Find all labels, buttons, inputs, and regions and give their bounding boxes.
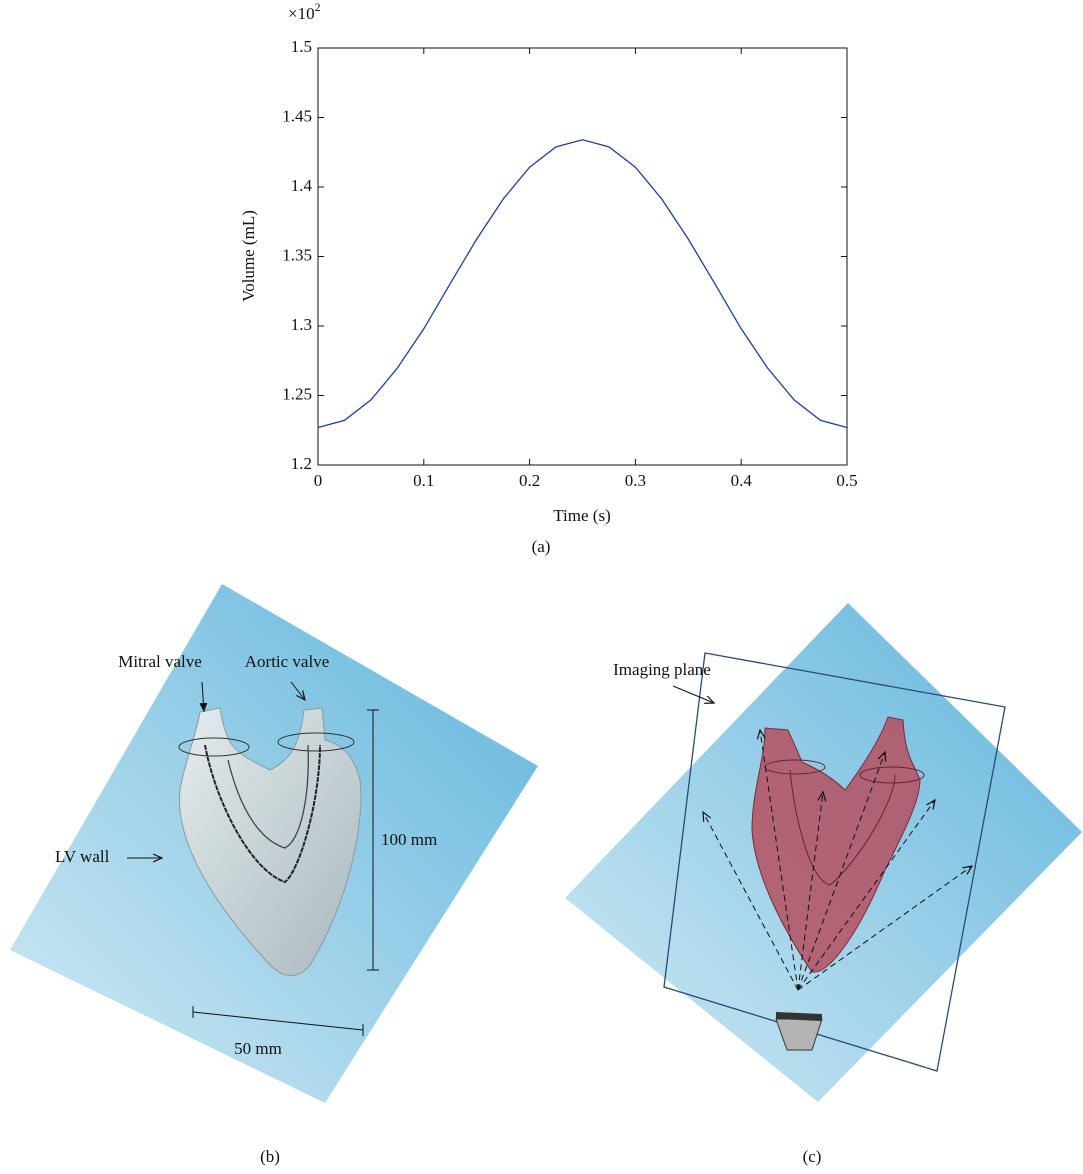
- multiplier-exponent: 2: [315, 0, 321, 14]
- beam: [797, 752, 885, 991]
- line: [317, 139, 848, 429]
- y-tick-label: 1.5: [291, 37, 312, 56]
- plot-frame: [317, 47, 848, 466]
- beam: [797, 792, 823, 991]
- x-tick-label: 0.3: [625, 471, 646, 490]
- y-tick-label: 1.4: [291, 176, 313, 195]
- valve-ring: [859, 766, 925, 784]
- beam: [760, 730, 799, 991]
- dimension: [192, 1011, 364, 1031]
- heart: [179, 707, 362, 976]
- valve-ring: [178, 737, 250, 757]
- imaging-plane: [663, 652, 1006, 1072]
- y-multiplier: ×102: [288, 0, 321, 23]
- x-tick-label: 0.5: [836, 471, 857, 490]
- y-tick-label: 1.35: [282, 245, 312, 264]
- valve-ring: [277, 732, 355, 752]
- x-tick-label: 0.4: [731, 471, 753, 490]
- arrow: [290, 681, 305, 700]
- panel-label: (c): [803, 1147, 822, 1166]
- label: Aortic valve: [245, 652, 330, 671]
- y-tick-label: 1.3: [291, 315, 312, 334]
- label: Mitral valve: [118, 652, 202, 671]
- beams: [703, 730, 972, 991]
- panel-label: (a): [532, 537, 551, 556]
- chart-a: ×102 Time (s) Volume (mL) (a) 1.2 1.25 1.3…: [239, 0, 858, 556]
- label: 100 mm: [381, 830, 437, 849]
- arrow: [672, 685, 714, 703]
- heart: [751, 716, 921, 973]
- x-tick-label: 0.2: [519, 471, 540, 490]
- y-tick-label: 1.45: [282, 106, 312, 125]
- x-tick-label: 0: [314, 471, 323, 490]
- x-tick-label: 0.1: [413, 471, 434, 490]
- valve-line: [789, 769, 896, 886]
- valve-line: [227, 744, 309, 849]
- probe-head: [776, 1012, 822, 1021]
- panel-label: (b): [260, 1147, 280, 1166]
- diagram-b: Mitral valve Aortic valve 100 mm 50 mm L…: [10, 584, 538, 1166]
- diagram-c: Imaging plane (c): [565, 603, 1082, 1166]
- y-tick-label: 1.25: [282, 384, 312, 403]
- y-tick-label: 1.2: [291, 454, 312, 473]
- label: 50 mm: [234, 1039, 282, 1058]
- beam: [797, 866, 972, 991]
- beam: [797, 800, 935, 991]
- y-axis-label: Volume (mL): [239, 210, 258, 302]
- label: LV wall: [55, 847, 110, 866]
- multiplier-base: ×10: [288, 4, 315, 23]
- arrow: [199, 681, 208, 713]
- x-axis-label: Time (s): [553, 506, 610, 525]
- beam: [703, 812, 799, 991]
- label: Imaging plane: [613, 660, 711, 679]
- valve-line: [204, 744, 321, 884]
